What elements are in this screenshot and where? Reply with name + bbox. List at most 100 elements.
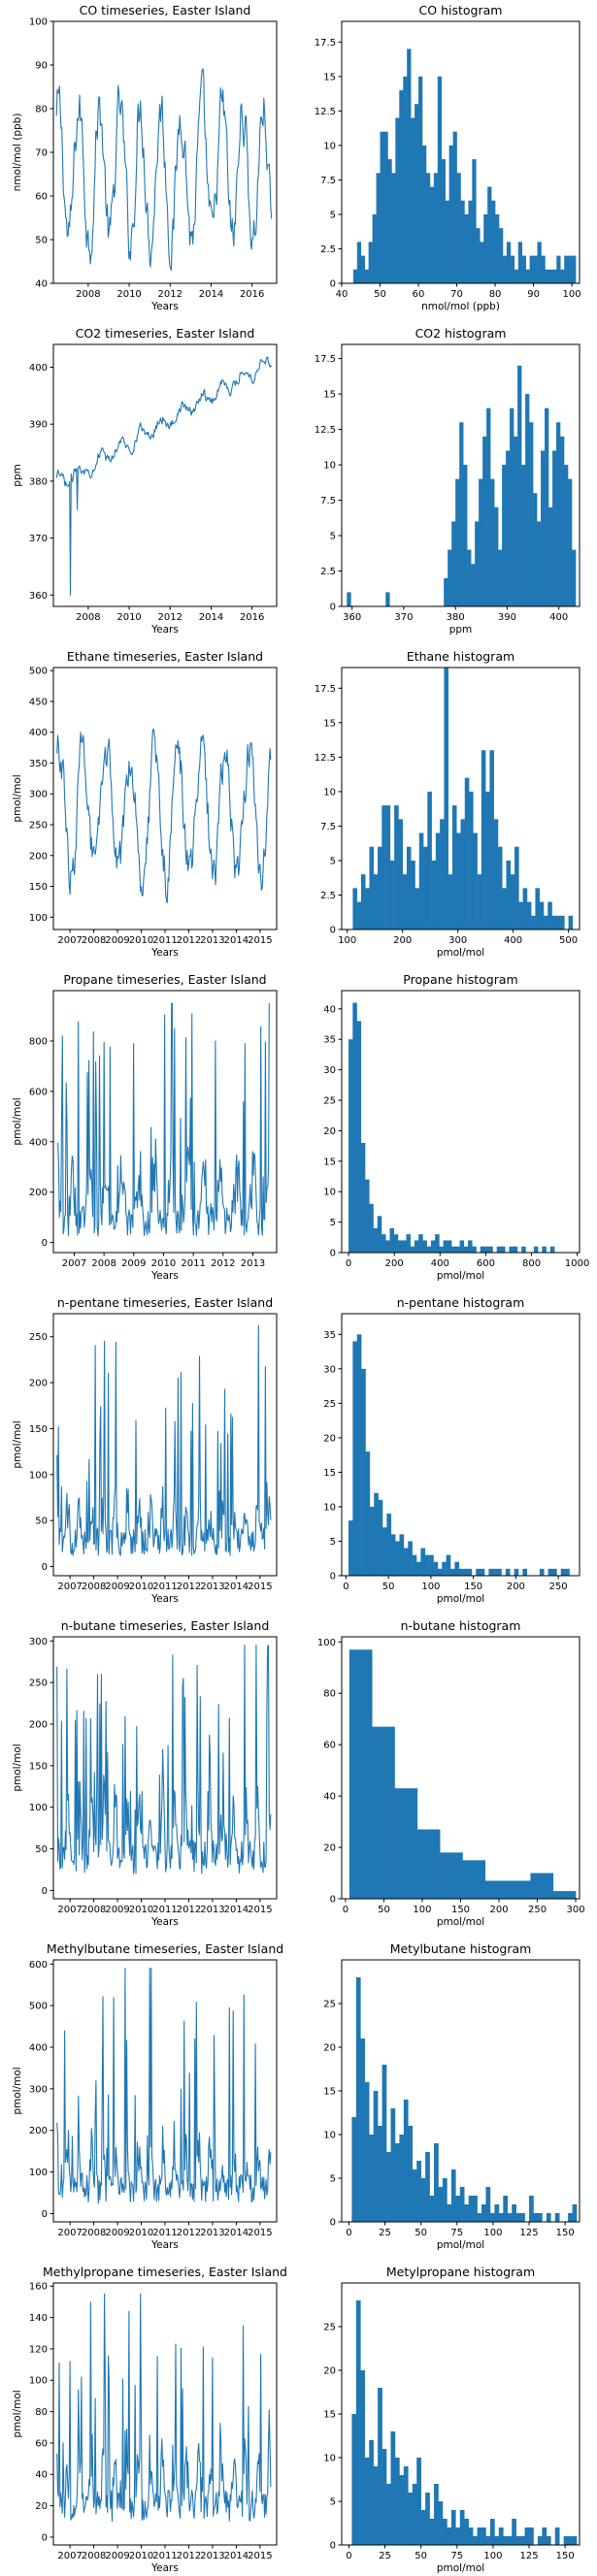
chart-panel-2: 2008 2010 2012 2014 2016 360 370 380 390 400 CO2 t…	[12, 326, 278, 636]
y-tick-label: 400	[29, 1137, 48, 1148]
histogram-bar	[412, 2169, 417, 2222]
histogram-bar	[347, 592, 351, 606]
histogram-bar	[378, 2126, 382, 2222]
histogram-bar	[472, 159, 477, 283]
histogram-bar	[381, 805, 386, 929]
histogram-bar	[442, 2178, 448, 2222]
histogram-bar	[386, 2484, 391, 2545]
y-tick-label: 5	[330, 856, 336, 866]
histogram-bar	[361, 1368, 366, 1576]
histogram-bar	[568, 915, 574, 929]
histogram-bar	[565, 1568, 570, 1576]
histogram-bar	[450, 2510, 456, 2545]
histogram-bar	[486, 408, 491, 606]
histogram-bar	[572, 2536, 578, 2545]
histogram-bar	[503, 2196, 509, 2222]
histogram-bar	[499, 228, 504, 283]
y-tick-label: 0	[42, 2209, 48, 2220]
x-tick-label: 2008	[76, 289, 100, 300]
histogram-bar	[355, 1977, 361, 2222]
histogram-bar	[365, 888, 370, 929]
x-tick-label: 2016	[240, 612, 264, 623]
y-tick-label: 5	[330, 2174, 336, 2185]
histogram-bar	[447, 2204, 452, 2222]
x-tick-label: 2008	[76, 612, 100, 623]
histogram-bar	[552, 269, 557, 283]
x-tick-label: 2011	[181, 1258, 205, 1269]
y-tick-label: 50	[35, 1516, 48, 1527]
histogram-bar	[518, 901, 523, 929]
chart-panel-3: 360 370 380 390 400 0 2.5 5 7.5 10 12.5 15 17.5 CO2 h…	[315, 326, 580, 636]
histogram-bar	[488, 1246, 493, 1253]
x-tick-label: 1000	[565, 1258, 589, 1269]
histogram-bar	[448, 145, 453, 283]
x-tick-label: 2010	[129, 935, 153, 946]
x-tick-label: 75	[450, 2551, 463, 2561]
axes-frame	[341, 1313, 580, 1577]
histogram-bar	[385, 805, 391, 929]
y-tick-label: 50	[35, 236, 48, 246]
y-tick-label: 70	[35, 148, 48, 159]
y-tick-label: 20	[323, 2043, 336, 2054]
histogram-bar	[389, 860, 395, 929]
histogram-bar	[424, 1554, 430, 1576]
x-tick-label: 2013	[241, 1258, 265, 1269]
histogram-bar	[548, 269, 553, 283]
axes-frame	[341, 20, 580, 284]
x-tick-label: 250	[528, 1905, 547, 1915]
histogram-bar	[418, 76, 423, 283]
histogram-bar	[480, 242, 484, 283]
y-axis-label: ppm	[12, 464, 23, 487]
x-tick-label: 100	[338, 935, 356, 946]
histogram-bar	[399, 2135, 405, 2222]
y-axis-label: pmol/mol	[12, 2067, 23, 2114]
histogram-bar	[506, 860, 512, 929]
histogram-bar	[535, 888, 540, 929]
histogram-bar	[545, 269, 549, 283]
y-tick-label: 250	[29, 1679, 48, 1689]
x-axis-label: pmol/mol	[437, 1593, 484, 1605]
x-tick-label: 360	[343, 612, 361, 623]
histogram-bar	[521, 255, 526, 283]
histogram-bar	[487, 186, 492, 283]
y-tick-label: 500	[29, 667, 48, 677]
y-tick-label: 15	[323, 1157, 336, 1167]
y-tick-label: 12.5	[315, 753, 336, 764]
histogram-bar	[515, 2213, 521, 2222]
y-tick-label: 20	[323, 1126, 336, 1137]
histogram-bar	[572, 2204, 578, 2222]
y-tick-label: 7.5	[320, 822, 336, 832]
histogram-bar	[399, 90, 404, 283]
y-tick-label: 40	[35, 279, 48, 290]
histogram-bar	[455, 2527, 461, 2545]
histogram-bar	[489, 2519, 495, 2545]
histogram-bar	[510, 255, 515, 283]
y-tick-label: 7.5	[320, 176, 336, 186]
x-tick-label: 2010	[116, 289, 141, 300]
x-axis-label: nmol/mol (ppb)	[421, 301, 500, 312]
histogram-bar	[394, 1788, 418, 1899]
y-tick-label: 0	[330, 279, 336, 290]
histogram-bar	[372, 1726, 395, 1899]
histogram-bar	[383, 131, 388, 283]
y-tick-label: 30	[323, 1065, 336, 1076]
histogram-bar	[415, 104, 419, 283]
y-tick-label: 40	[35, 2470, 48, 2481]
histogram-bar	[469, 791, 474, 929]
histogram-bar	[543, 915, 548, 929]
chart-title: CO2 histogram	[415, 326, 507, 341]
histogram-bar	[348, 1520, 353, 1576]
histogram-bar	[463, 465, 468, 606]
y-tick-label: 2.5	[320, 567, 336, 577]
x-tick-label: 25	[379, 2551, 391, 2561]
histogram-bar	[429, 2196, 435, 2222]
x-tick-label: 2008	[82, 1581, 106, 1592]
y-tick-label: 5	[330, 1218, 336, 1228]
y-tick-label: 100	[29, 1470, 48, 1481]
histogram-bar	[442, 1561, 447, 1576]
chart-panel-15: 0 25 50 75 100 125 150 0 5 10 15 20 25 Metylpropane h…	[323, 2265, 580, 2574]
histogram-bar	[377, 1216, 382, 1253]
histogram-bar	[498, 549, 503, 606]
histogram-bar	[360, 874, 366, 929]
x-tick-label: 2010	[151, 1258, 176, 1269]
